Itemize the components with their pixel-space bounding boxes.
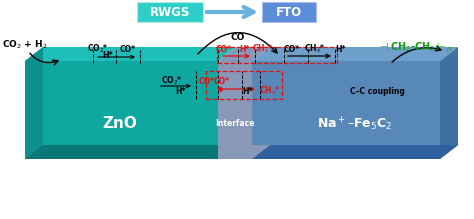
Polygon shape <box>252 47 458 61</box>
Text: CO: CO <box>231 34 245 42</box>
Text: CH$_x$*: CH$_x$* <box>252 43 273 55</box>
Text: ZnO: ZnO <box>102 117 137 131</box>
Polygon shape <box>25 47 43 159</box>
Text: H*: H* <box>175 87 185 95</box>
Bar <box>217 47 337 63</box>
FancyBboxPatch shape <box>137 2 203 22</box>
Polygon shape <box>440 47 458 159</box>
Polygon shape <box>25 145 236 159</box>
Text: CO$_2$*: CO$_2$* <box>87 43 109 55</box>
Text: $\dashv$CH$_2$-CH$_2$$\vdash_n$: $\dashv$CH$_2$-CH$_2$$\vdash_n$ <box>378 40 453 54</box>
Polygon shape <box>218 145 270 159</box>
Text: H*: H* <box>102 51 112 60</box>
Polygon shape <box>25 47 236 61</box>
FancyBboxPatch shape <box>262 2 316 22</box>
Text: H*: H* <box>242 87 252 95</box>
Text: RWGS: RWGS <box>150 5 190 18</box>
Text: CO$_2$*: CO$_2$* <box>161 75 183 87</box>
Text: CO*: CO* <box>199 76 215 85</box>
Text: CO*: CO* <box>214 76 230 85</box>
Text: H*: H* <box>335 44 345 53</box>
Polygon shape <box>218 61 252 159</box>
Polygon shape <box>252 61 440 159</box>
Text: CO$_2$ + H$_2$: CO$_2$ + H$_2$ <box>2 39 47 51</box>
Text: CO*: CO* <box>216 44 232 53</box>
Text: H*: H* <box>239 44 249 53</box>
Text: FTO: FTO <box>276 5 302 18</box>
Polygon shape <box>252 145 458 159</box>
Text: Na$^+$–Fe$_5$C$_2$: Na$^+$–Fe$_5$C$_2$ <box>317 115 392 133</box>
Text: C–C coupling: C–C coupling <box>350 87 405 95</box>
Text: CO*: CO* <box>284 44 300 53</box>
Text: CH$_x$*: CH$_x$* <box>259 85 281 97</box>
Polygon shape <box>25 61 218 159</box>
Text: CO*: CO* <box>120 44 136 53</box>
Text: CH$_x$*: CH$_x$* <box>304 43 326 55</box>
Bar <box>206 71 282 99</box>
Polygon shape <box>218 47 270 61</box>
Text: Interface: Interface <box>215 120 255 129</box>
